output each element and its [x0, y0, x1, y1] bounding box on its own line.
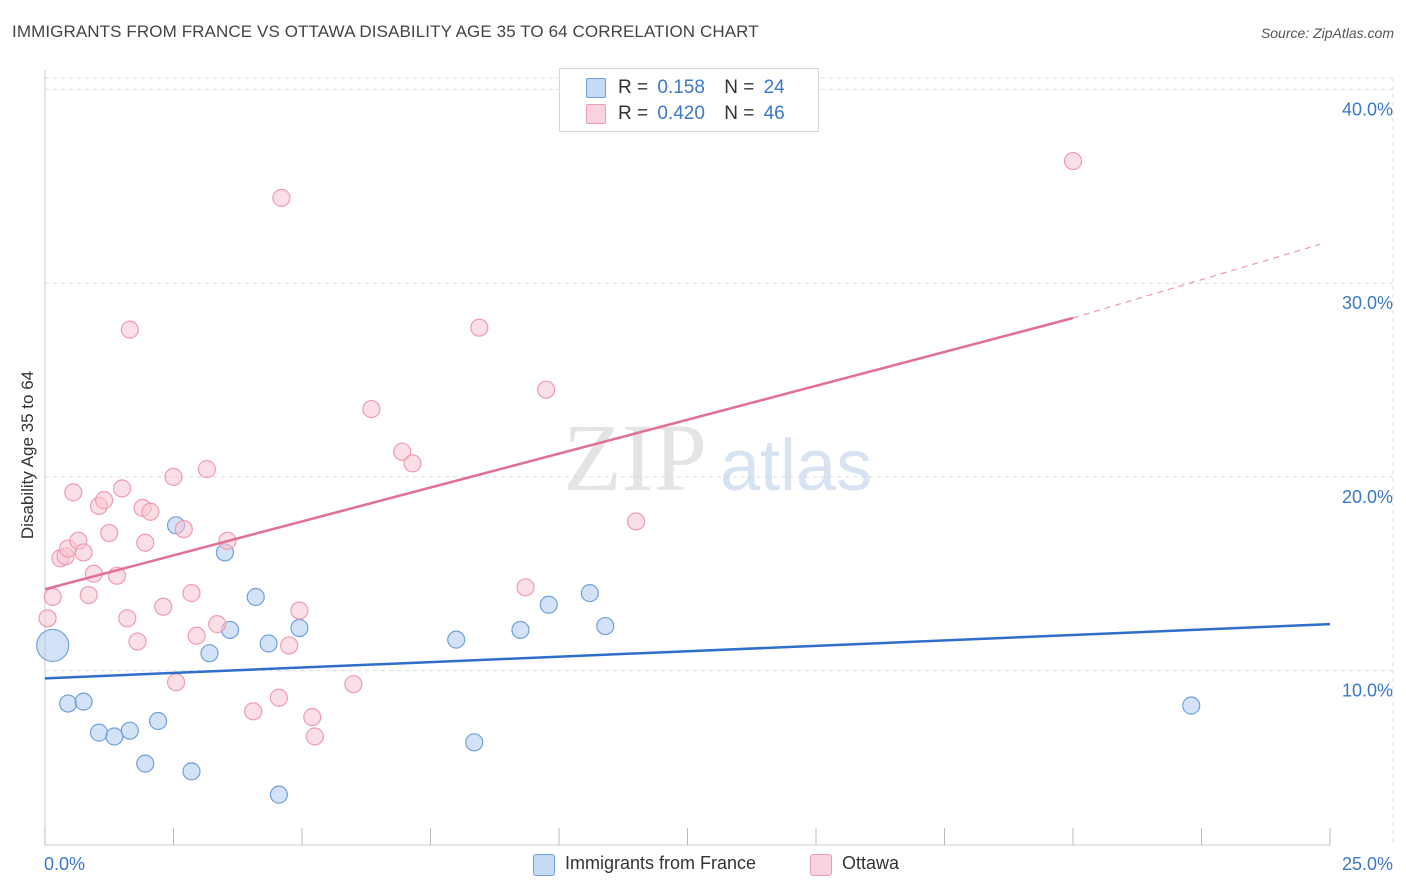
data-point [580, 584, 599, 603]
data-point [269, 688, 288, 707]
trend-line [44, 622, 1331, 680]
legend-r-value: 0.420 [657, 103, 705, 124]
bottom-legend-label: Immigrants from France [565, 853, 757, 873]
data-point [539, 595, 558, 614]
data-point [79, 585, 98, 605]
data-point [64, 483, 83, 502]
watermark: ZIP atlas [563, 404, 872, 511]
legend-n-value: 24 [763, 77, 785, 98]
data-point [118, 609, 137, 628]
data-point [74, 543, 93, 562]
series-immigrants-from-france-points [36, 516, 1201, 804]
data-point [200, 644, 219, 663]
data-point [280, 636, 299, 655]
legend-r-label: R = [618, 103, 649, 124]
data-point [174, 520, 193, 539]
data-point [105, 727, 124, 746]
data-point [626, 512, 646, 531]
data-point [74, 692, 93, 711]
legend-n-label: N = [724, 77, 755, 98]
data-point [290, 601, 309, 620]
data-point [259, 634, 278, 653]
chart-source: Source: ZipAtlas.com [1260, 25, 1394, 41]
trend-line-extension [1072, 243, 1320, 319]
legend-swatch-blue [586, 78, 606, 98]
data-point [136, 533, 155, 552]
data-point [38, 609, 57, 628]
legend-swatch-pink [586, 104, 606, 124]
y-tick-label: 10.0% [1342, 681, 1393, 701]
data-point [516, 578, 535, 597]
data-point [596, 616, 615, 636]
data-point [303, 708, 322, 727]
data-point [511, 620, 530, 640]
axes [44, 70, 1331, 846]
data-point [166, 673, 186, 692]
data-point [269, 785, 288, 804]
data-point [120, 721, 139, 740]
data-point [136, 754, 155, 773]
correlation-legend: R = 0.158 N = 24 R = 0.420 N = 46 [559, 68, 819, 132]
data-point [470, 318, 489, 337]
watermark-atlas: atlas [720, 426, 872, 506]
data-point [537, 380, 556, 399]
data-point [182, 762, 201, 781]
y-tick-label: 30.0% [1342, 293, 1393, 313]
data-point [197, 460, 217, 479]
data-point [112, 479, 132, 498]
bottom-legend-label: Ottawa [842, 853, 900, 873]
data-point [305, 727, 324, 746]
x-tick-label: 0.0% [44, 854, 85, 874]
data-point [362, 399, 381, 419]
data-point [164, 467, 183, 486]
legend-n-label: N = [724, 103, 755, 124]
data-point [290, 618, 309, 638]
data-point [403, 454, 422, 473]
grid-lines [45, 77, 1394, 845]
data-point [95, 491, 114, 510]
legend-r-value: 0.158 [657, 77, 705, 98]
trend-line [44, 316, 1074, 591]
bottom-legend-swatch-blue [533, 854, 555, 876]
data-point [187, 626, 206, 645]
data-point [1182, 696, 1201, 715]
legend-r-label: R = [618, 77, 649, 98]
data-point [344, 675, 363, 694]
data-point [393, 442, 412, 461]
y-tick-label: 20.0% [1342, 487, 1393, 507]
data-point [100, 523, 119, 543]
bottom-legend-swatch-pink [810, 854, 832, 876]
data-point [36, 628, 70, 663]
data-point [272, 188, 291, 207]
data-point [89, 723, 109, 742]
data-point [141, 502, 160, 521]
tick-labels: 10.0% 20.0% 30.0% 40.0% 0.0% 25.0% [44, 99, 1393, 874]
data-point [182, 584, 201, 603]
data-point [246, 587, 265, 607]
data-point [128, 632, 147, 651]
data-point [43, 587, 62, 607]
data-point [154, 597, 173, 616]
y-tick-label: 40.0% [1342, 99, 1393, 119]
data-point [120, 320, 139, 339]
data-point [148, 711, 168, 731]
data-point [465, 733, 484, 752]
data-point [208, 615, 227, 634]
chart-title: IMMIGRANTS FROM FRANCE VS OTTAWA DISABIL… [12, 22, 759, 41]
data-point [447, 630, 466, 649]
legend-n-value: 46 [763, 103, 785, 124]
data-point [59, 694, 78, 713]
data-point [1063, 151, 1083, 171]
series-ottawa-points [38, 151, 1083, 746]
trend-lines [44, 243, 1331, 680]
data-point [244, 702, 263, 721]
x-tick-label: 25.0% [1342, 854, 1393, 874]
